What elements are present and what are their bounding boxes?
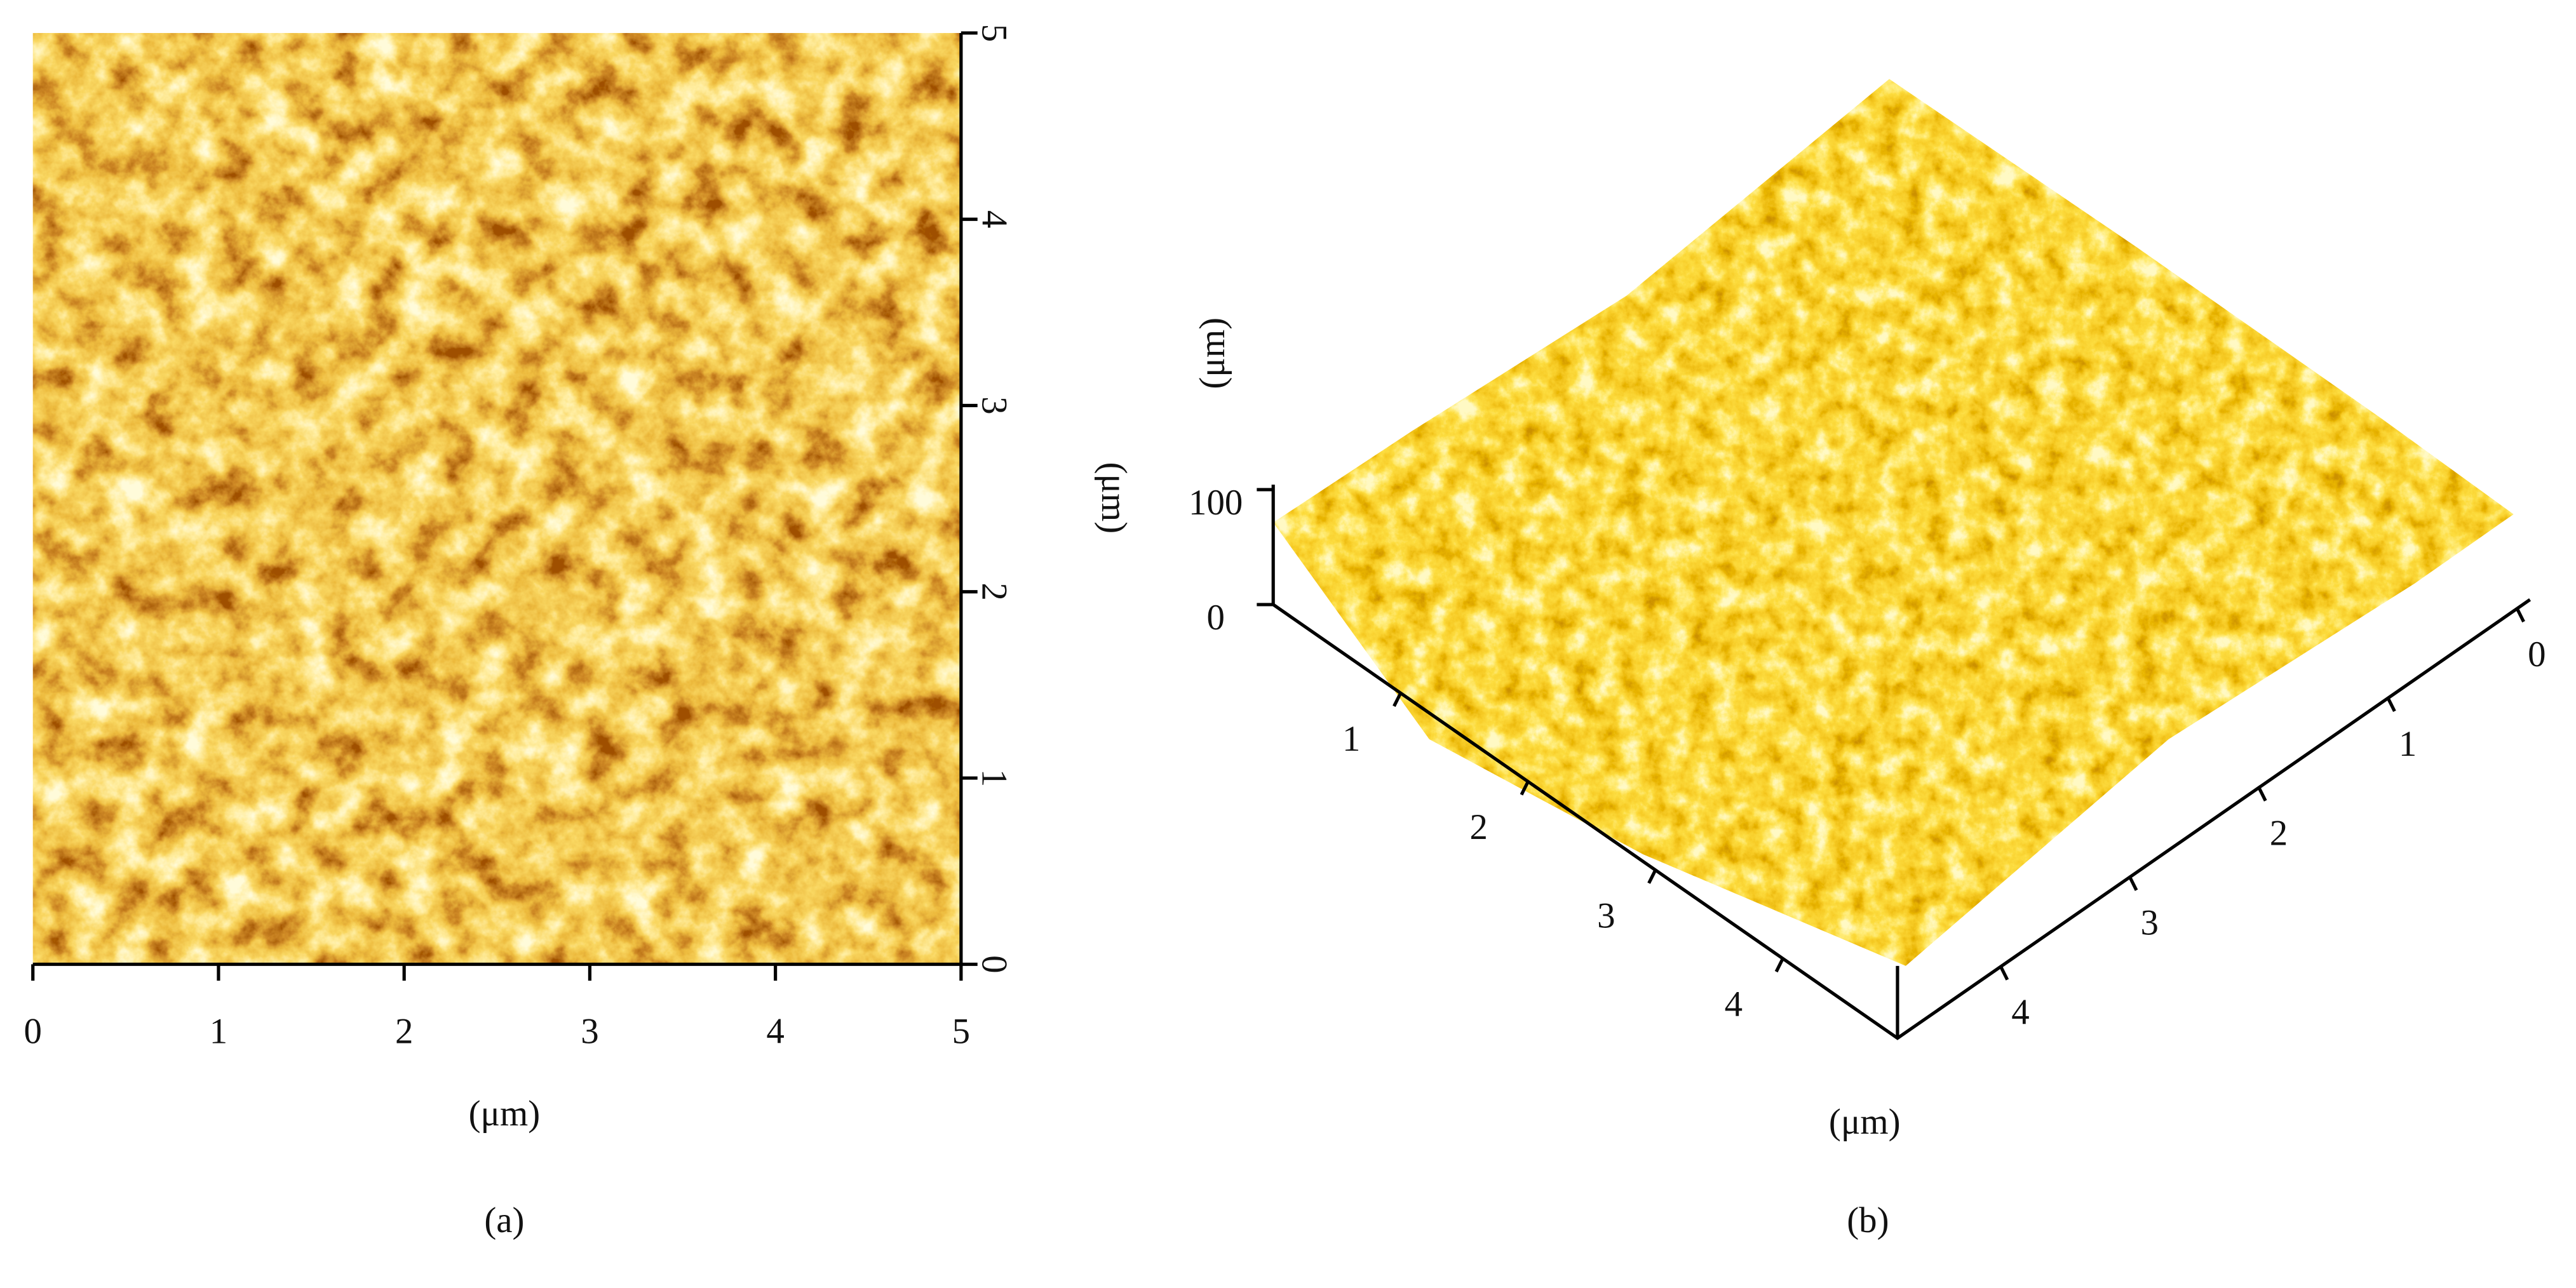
z-tick-label: 100 [1189,483,1243,523]
x-tick-label: 2 [395,1012,413,1052]
tick-label: 0 [2528,634,2546,674]
tick [1520,781,1530,796]
caption: (b) [1847,1200,1889,1240]
x-tick-label: 3 [581,1012,598,1052]
tick-label: 1 [1342,719,1360,759]
tick-label: 2 [2270,814,2288,854]
x-tick-label: 1 [210,1012,227,1052]
caption: (a) [484,1200,524,1240]
x-tick-label: 4 [766,1012,784,1052]
x-axis-label: (μm) [469,1094,541,1134]
tick [1774,958,1784,973]
tick [1393,692,1403,708]
xy-axis-label: (μm) [1829,1102,1901,1142]
afm-3d-surface [1273,79,2514,966]
tick-label: 4 [1725,984,1743,1024]
tick [1999,965,2009,981]
y-tick-label: 5 [974,24,1014,42]
tick-label: 3 [1597,896,1615,936]
tick-label: 4 [2011,993,2029,1033]
y-tick-label: 3 [974,396,1014,414]
tick-label: 3 [2141,903,2159,943]
y-tick-label: 1 [974,769,1014,787]
x-tick-label: 5 [952,1012,970,1052]
z-axis-label: (μm) [1192,318,1232,389]
x-tick-label: 0 [24,1012,42,1052]
y-tick-label: 0 [974,955,1014,973]
y-tick-label: 2 [974,583,1014,601]
y-axis-label: (μm) [1094,462,1134,534]
tick-label: 1 [2399,724,2417,764]
tick [2515,608,2525,623]
tick [2257,786,2267,802]
tick-label: 2 [1470,807,1488,847]
z-tick-label: 0 [1206,598,1224,638]
afm-2d-image [32,32,961,965]
y-tick-label: 4 [974,210,1014,228]
tick [2128,876,2138,891]
tick [2386,697,2396,713]
tick [1647,869,1657,884]
